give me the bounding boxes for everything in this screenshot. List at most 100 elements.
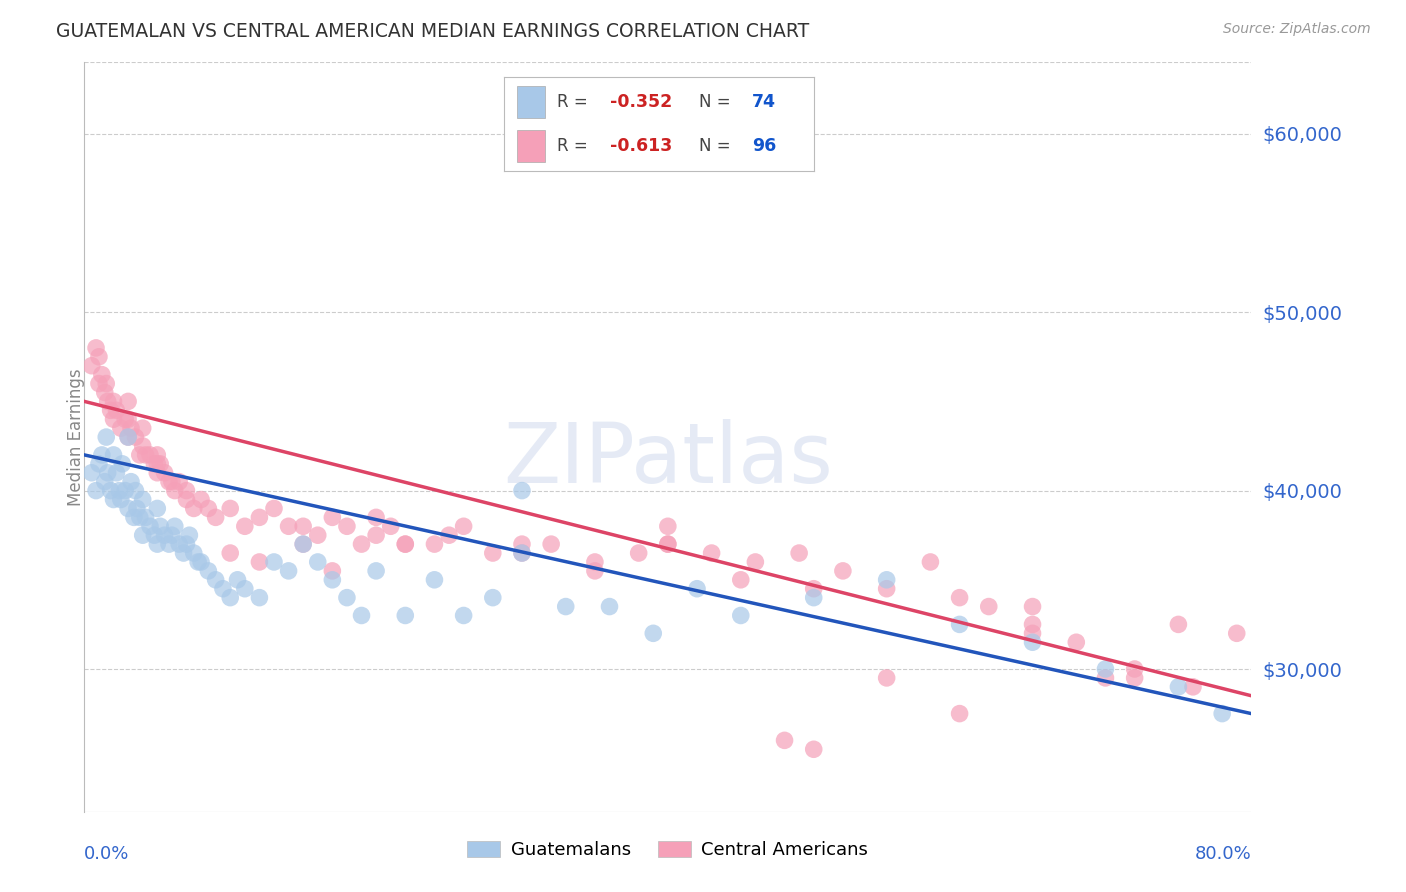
Point: [84, 483, 107, 498]
Point: [153, 466, 176, 480]
Point: [100, 483, 122, 498]
Point: [350, 608, 373, 623]
Point: [482, 591, 505, 605]
Point: [179, 528, 201, 542]
Point: [96, 376, 118, 391]
Point: [1123, 671, 1146, 685]
Point: [105, 466, 128, 480]
Point: [183, 501, 205, 516]
Point: [233, 519, 256, 533]
Point: [110, 421, 132, 435]
Text: ZIPatlas: ZIPatlas: [503, 419, 832, 500]
Point: [117, 501, 139, 516]
Point: [117, 412, 139, 426]
Point: [124, 483, 146, 498]
Point: [204, 510, 226, 524]
Point: [114, 483, 136, 498]
Point: [226, 573, 249, 587]
Point: [730, 573, 752, 587]
Point: [143, 457, 166, 471]
Point: [167, 475, 190, 489]
Point: [103, 394, 125, 409]
Point: [146, 501, 169, 516]
Point: [197, 501, 219, 516]
Point: [117, 430, 139, 444]
Point: [94, 475, 117, 489]
Point: [146, 457, 169, 471]
Point: [292, 537, 315, 551]
Point: [350, 537, 373, 551]
Point: [157, 475, 180, 489]
Point: [307, 528, 329, 542]
Point: [97, 394, 120, 409]
Point: [876, 573, 898, 587]
Point: [1021, 626, 1043, 640]
Point: [103, 492, 125, 507]
Point: [117, 430, 139, 444]
Point: [744, 555, 766, 569]
Point: [292, 519, 315, 533]
Point: [366, 528, 388, 542]
Point: [321, 510, 343, 524]
Point: [110, 492, 132, 507]
Point: [96, 430, 118, 444]
Point: [132, 492, 155, 507]
Point: [120, 475, 142, 489]
Point: [949, 591, 972, 605]
Point: [94, 385, 117, 400]
Point: [321, 573, 343, 587]
Text: 0.0%: 0.0%: [84, 846, 129, 863]
Point: [423, 537, 446, 551]
Point: [87, 457, 110, 471]
Point: [111, 457, 134, 471]
Point: [167, 537, 190, 551]
Point: [263, 501, 285, 516]
Point: [336, 519, 359, 533]
Point: [1123, 662, 1146, 676]
Point: [122, 510, 145, 524]
Point: [599, 599, 621, 614]
Point: [139, 448, 162, 462]
Point: [832, 564, 855, 578]
Point: [803, 742, 825, 756]
Point: [97, 466, 120, 480]
Point: [380, 519, 402, 533]
Text: Source: ZipAtlas.com: Source: ZipAtlas.com: [1223, 22, 1371, 37]
Point: [80, 359, 103, 373]
Point: [87, 376, 110, 391]
Point: [803, 591, 825, 605]
Point: [173, 546, 195, 560]
Point: [163, 519, 186, 533]
Point: [87, 350, 110, 364]
Point: [105, 403, 128, 417]
Point: [773, 733, 796, 747]
Point: [583, 564, 606, 578]
Point: [100, 403, 122, 417]
Point: [132, 528, 155, 542]
Point: [176, 537, 198, 551]
Point: [139, 519, 162, 533]
Point: [366, 564, 388, 578]
Point: [554, 599, 576, 614]
Point: [657, 537, 679, 551]
Point: [583, 555, 606, 569]
Point: [1182, 680, 1205, 694]
Point: [730, 608, 752, 623]
Point: [108, 483, 131, 498]
Point: [219, 546, 242, 560]
Point: [90, 368, 112, 382]
Point: [876, 582, 898, 596]
Point: [190, 555, 212, 569]
Point: [117, 394, 139, 409]
Point: [482, 546, 505, 560]
Point: [103, 412, 125, 426]
Point: [135, 448, 157, 462]
Point: [84, 341, 107, 355]
Point: [453, 519, 475, 533]
Point: [1167, 617, 1189, 632]
Point: [1226, 626, 1249, 640]
Text: 80.0%: 80.0%: [1195, 846, 1251, 863]
Point: [176, 492, 198, 507]
Point: [124, 430, 146, 444]
Point: [540, 537, 562, 551]
